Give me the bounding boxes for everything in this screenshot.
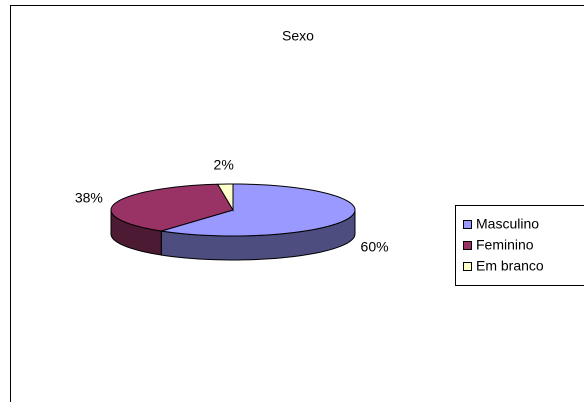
data-label: 38%: [75, 190, 103, 206]
legend-swatch: [464, 263, 472, 271]
legend-label: Masculino: [476, 216, 539, 232]
legend-swatch: [464, 221, 472, 229]
data-label: 60%: [361, 238, 389, 254]
legend-swatch: [464, 242, 472, 250]
data-label: 2%: [214, 157, 234, 173]
legend-label: Feminino: [476, 237, 534, 253]
chart-title: Sexo: [282, 28, 314, 44]
legend-label: Em branco: [476, 258, 544, 274]
